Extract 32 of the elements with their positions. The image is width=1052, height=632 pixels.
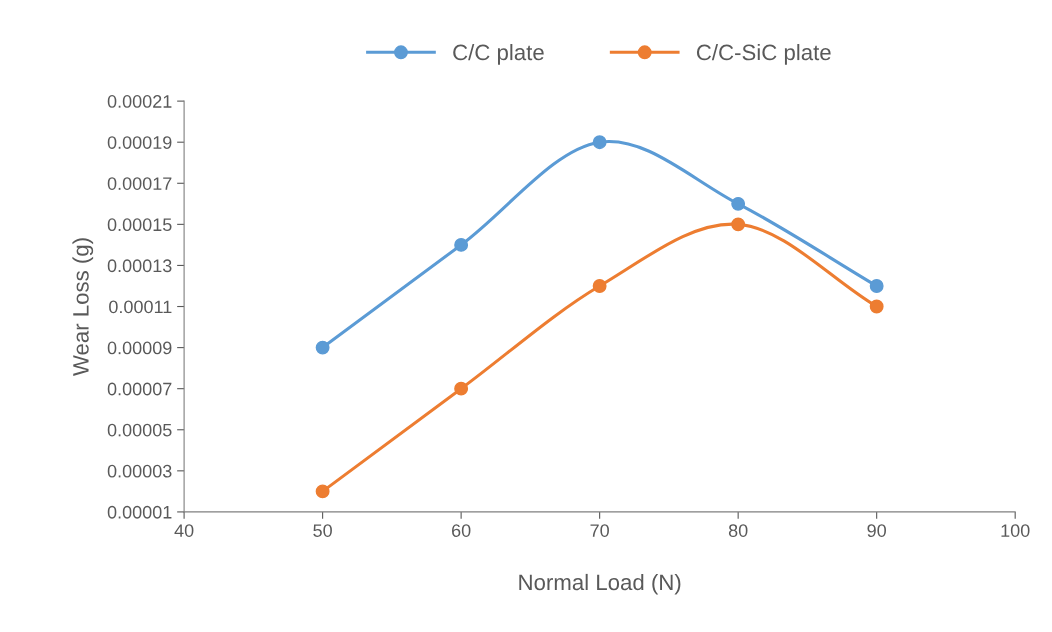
legend-label: C/C plate	[453, 43, 544, 65]
x-axis-title: Normal Load (N)	[519, 573, 681, 595]
point	[454, 237, 469, 252]
y-tick-label: 0.00001	[107, 505, 172, 519]
x-tick-label: 50	[313, 524, 332, 537]
x-tick-label: 70	[590, 524, 609, 537]
y-tick-label: 0.00019	[107, 136, 172, 149]
y-tick-label: 0.00021	[107, 95, 172, 108]
x-tick-label: 80	[728, 524, 748, 537]
point	[315, 340, 330, 355]
y-tick-label: 0.00015	[107, 218, 172, 232]
y-tick-label: 0.00013	[107, 259, 172, 273]
y-tick-label: 0.00007	[107, 382, 172, 396]
legend-label: C/C-SiC plate	[696, 43, 831, 65]
x-tick-label: 100	[1001, 524, 1030, 537]
point	[869, 299, 884, 314]
point	[731, 217, 746, 232]
y-tick-label: 0.00017	[107, 177, 172, 190]
y-tick-label: 0.00011	[109, 300, 172, 314]
y-tick-label: 0.00009	[107, 341, 172, 355]
point	[592, 279, 607, 293]
y-axis-title: Wear Loss (g)	[72, 238, 94, 376]
x-tick-label: 60	[452, 524, 471, 537]
point	[454, 381, 469, 396]
point	[592, 135, 607, 150]
y-tick-label: 0.00005	[107, 423, 172, 437]
point	[731, 196, 746, 211]
x-tick-label: 40	[174, 524, 194, 537]
point	[315, 484, 330, 499]
x-tick-label: 90	[867, 524, 886, 537]
point	[869, 279, 884, 293]
y-tick-label: 0.00003	[107, 464, 172, 478]
